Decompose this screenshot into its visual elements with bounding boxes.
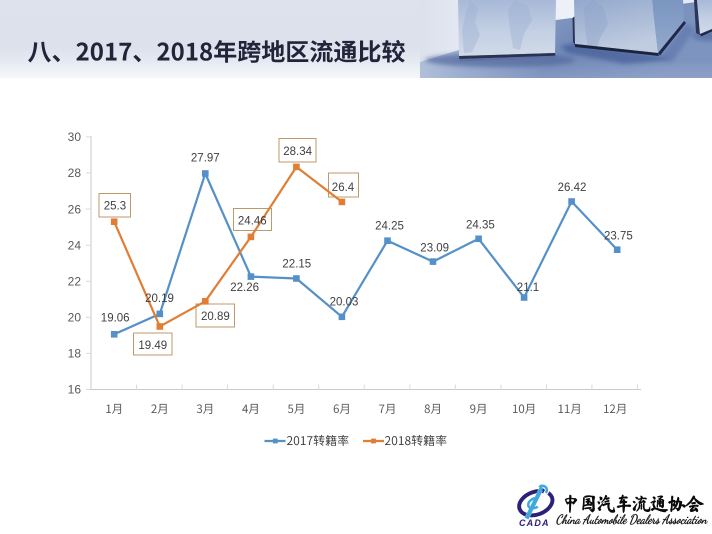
svg-text:20.03: 20.03 (330, 297, 359, 309)
svg-text:20.19: 20.19 (145, 293, 174, 305)
svg-text:22: 22 (68, 274, 82, 288)
svg-text:30: 30 (68, 130, 82, 144)
svg-text:26.42: 26.42 (558, 182, 587, 194)
svg-text:24.35: 24.35 (466, 220, 495, 232)
svg-text:21.1: 21.1 (517, 282, 539, 294)
svg-text:19.06: 19.06 (101, 312, 130, 324)
svg-text:19.49: 19.49 (138, 340, 167, 352)
svg-text:26: 26 (68, 202, 82, 216)
svg-text:28: 28 (68, 166, 82, 180)
svg-text:20: 20 (68, 311, 82, 325)
svg-text:23.75: 23.75 (604, 231, 633, 243)
svg-text:24: 24 (68, 238, 82, 252)
svg-text:24.25: 24.25 (375, 221, 404, 233)
svg-text:27.97: 27.97 (191, 153, 220, 165)
svg-text:28.34: 28.34 (283, 146, 312, 158)
svg-text:CADA: CADA (519, 518, 549, 528)
svg-text:23.09: 23.09 (420, 243, 449, 255)
svg-text:16: 16 (68, 383, 82, 397)
svg-text:20.89: 20.89 (201, 311, 230, 323)
svg-text:25.3: 25.3 (104, 200, 126, 212)
svg-text:18: 18 (68, 347, 82, 361)
svg-text:22.15: 22.15 (282, 259, 311, 271)
svg-text:24.46: 24.46 (238, 215, 267, 227)
svg-text:22.26: 22.26 (230, 282, 259, 294)
svg-text:26.4: 26.4 (332, 182, 355, 194)
